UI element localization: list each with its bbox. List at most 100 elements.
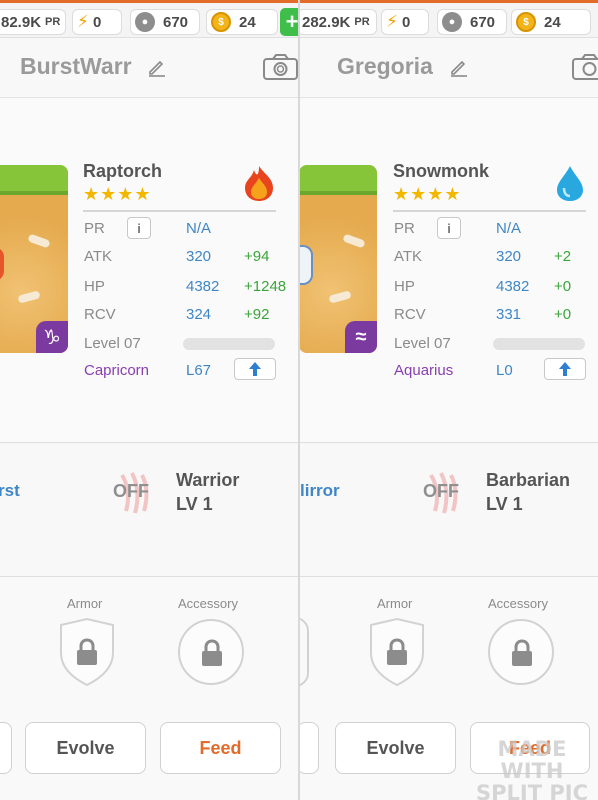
lightning-icon: ⚡ (386, 12, 398, 31)
monster-sprite (299, 245, 313, 285)
partial-slot (299, 617, 309, 687)
zodiac-badge: ♑ (36, 321, 68, 353)
monster-portrait[interactable]: ♑ (0, 165, 68, 353)
pr-stat-value: N/A (496, 220, 522, 237)
paw-pill[interactable]: ● 670 (437, 9, 507, 35)
lock-icon (202, 639, 222, 666)
feed-button[interactable]: Feed (470, 722, 590, 774)
claw-icon (120, 472, 149, 514)
atk-label: ATK (394, 248, 423, 265)
zodiac-name: Capricorn (84, 362, 150, 379)
hp-label: HP (394, 278, 415, 295)
atk-value: 320 (496, 248, 522, 265)
pr-label: PR (45, 16, 61, 28)
monster-panel-right: 282.9K PR ⚡ 0 ● 670 $ 24 Gregoria (299, 0, 598, 800)
lock-icon (512, 639, 532, 666)
paw-pill[interactable]: ● 670 (130, 9, 200, 35)
evolve-button[interactable]: Evolve (25, 722, 146, 774)
coin-value: 24 (544, 13, 561, 31)
skill-status[interactable]: OFF (423, 481, 459, 501)
watermark: MADE WITH SPLIT PIC (472, 738, 592, 800)
monster-name: Snowmonk (393, 161, 490, 181)
grass-background (0, 165, 68, 195)
info-button[interactable]: i (437, 217, 461, 239)
energy-pill[interactable]: ⚡ 0 (72, 9, 122, 35)
pr-stat-label: PR (84, 220, 105, 237)
monster-card: ≈ Snowmonk ★★★★ PR i N/A ATK 320 +2 HP 4… (299, 98, 598, 443)
info-button[interactable]: i (127, 217, 151, 239)
coin-pill[interactable]: $ 24 (206, 9, 278, 35)
pencil-icon[interactable] (449, 57, 469, 77)
armor-label: Armor (67, 596, 103, 611)
feed-button[interactable]: Feed (160, 722, 281, 774)
skill-row: lirror OFF Barbarian LV 1 (299, 443, 598, 577)
equipment-section: Armor Accessory (0, 577, 299, 695)
action-buttons: Evolve Feed (0, 695, 299, 800)
upgrade-button[interactable] (544, 358, 586, 380)
coin-value: 24 (239, 13, 256, 31)
pr-stat-value: N/A (186, 220, 212, 237)
skill-name[interactable]: lirror (300, 481, 340, 500)
energy-pill[interactable]: ⚡ 0 (381, 9, 429, 35)
lock-icon (387, 638, 407, 665)
rcv-value: 331 (496, 306, 522, 323)
coin-pill[interactable]: $ 24 (511, 9, 591, 35)
partial-button[interactable] (0, 722, 12, 774)
water-element-icon (557, 166, 583, 201)
hp-label: HP (84, 278, 105, 295)
watermark-line-1: MADE WITH (497, 737, 567, 783)
pr-pill[interactable]: 82.9K PR (0, 9, 66, 35)
atk-label: ATK (84, 248, 113, 265)
rcv-bonus: +0 (554, 306, 572, 323)
resource-bar: 82.9K PR ⚡ 0 ● 670 $ 24 + (0, 0, 299, 38)
pr-pill[interactable]: 282.9K PR (299, 9, 377, 35)
lock-icon (77, 638, 97, 665)
panel-divider (298, 0, 300, 800)
hp-bonus: +0 (554, 278, 572, 295)
evolve-button[interactable]: Evolve (335, 722, 456, 774)
class-level: LV 1 (176, 494, 213, 514)
camera-icon[interactable] (571, 53, 598, 81)
pencil-icon[interactable] (147, 57, 167, 77)
arrow-up-icon (249, 362, 261, 376)
rcv-label: RCV (394, 306, 426, 323)
xp-progress-bar (493, 338, 585, 350)
player-name: BurstWarr (20, 53, 132, 79)
skill-status[interactable]: OFF (113, 481, 149, 501)
camera-icon[interactable] (262, 53, 299, 81)
add-currency-button[interactable]: + (280, 8, 299, 36)
equipment-section: Armor Accessory (299, 577, 598, 695)
xp-progress-bar (183, 338, 275, 350)
atk-value: 320 (186, 248, 212, 265)
class-name: Barbarian (486, 470, 571, 490)
claw-icon (429, 472, 458, 514)
monster-sprite (0, 247, 4, 281)
monster-portrait[interactable]: ≈ (299, 165, 377, 353)
zodiac-badge: ≈ (345, 321, 377, 353)
coin-icon: $ (516, 12, 536, 32)
rcv-bonus: +92 (244, 306, 270, 323)
zodiac-level: L67 (186, 362, 212, 379)
energy-value: 0 (401, 13, 411, 31)
upgrade-button[interactable] (234, 358, 276, 380)
armor-label: Armor (377, 596, 413, 611)
accessory-label: Accessory (488, 596, 548, 611)
player-name: Gregoria (337, 53, 433, 79)
accessory-label: Accessory (178, 596, 238, 611)
skill-row: rst OFF Warrior LV 1 (0, 443, 299, 577)
partial-button[interactable] (299, 722, 319, 774)
rcv-label: RCV (84, 306, 116, 323)
watermark-line-2: SPLIT PIC (476, 781, 588, 800)
skill-name[interactable]: rst (0, 481, 20, 500)
star-rating: ★★★★ (83, 184, 152, 204)
monster-panel-left: 82.9K PR ⚡ 0 ● 670 $ 24 + BurstWarr (0, 0, 299, 800)
class-name: Warrior (176, 470, 240, 490)
arrow-up-icon (559, 362, 571, 376)
paw-value: 670 (163, 13, 189, 31)
class-level: LV 1 (486, 494, 523, 514)
divider-line (83, 210, 276, 212)
hp-bonus: +1248 (244, 278, 287, 295)
lightning-icon: ⚡ (77, 12, 89, 31)
atk-bonus: +94 (244, 248, 270, 265)
